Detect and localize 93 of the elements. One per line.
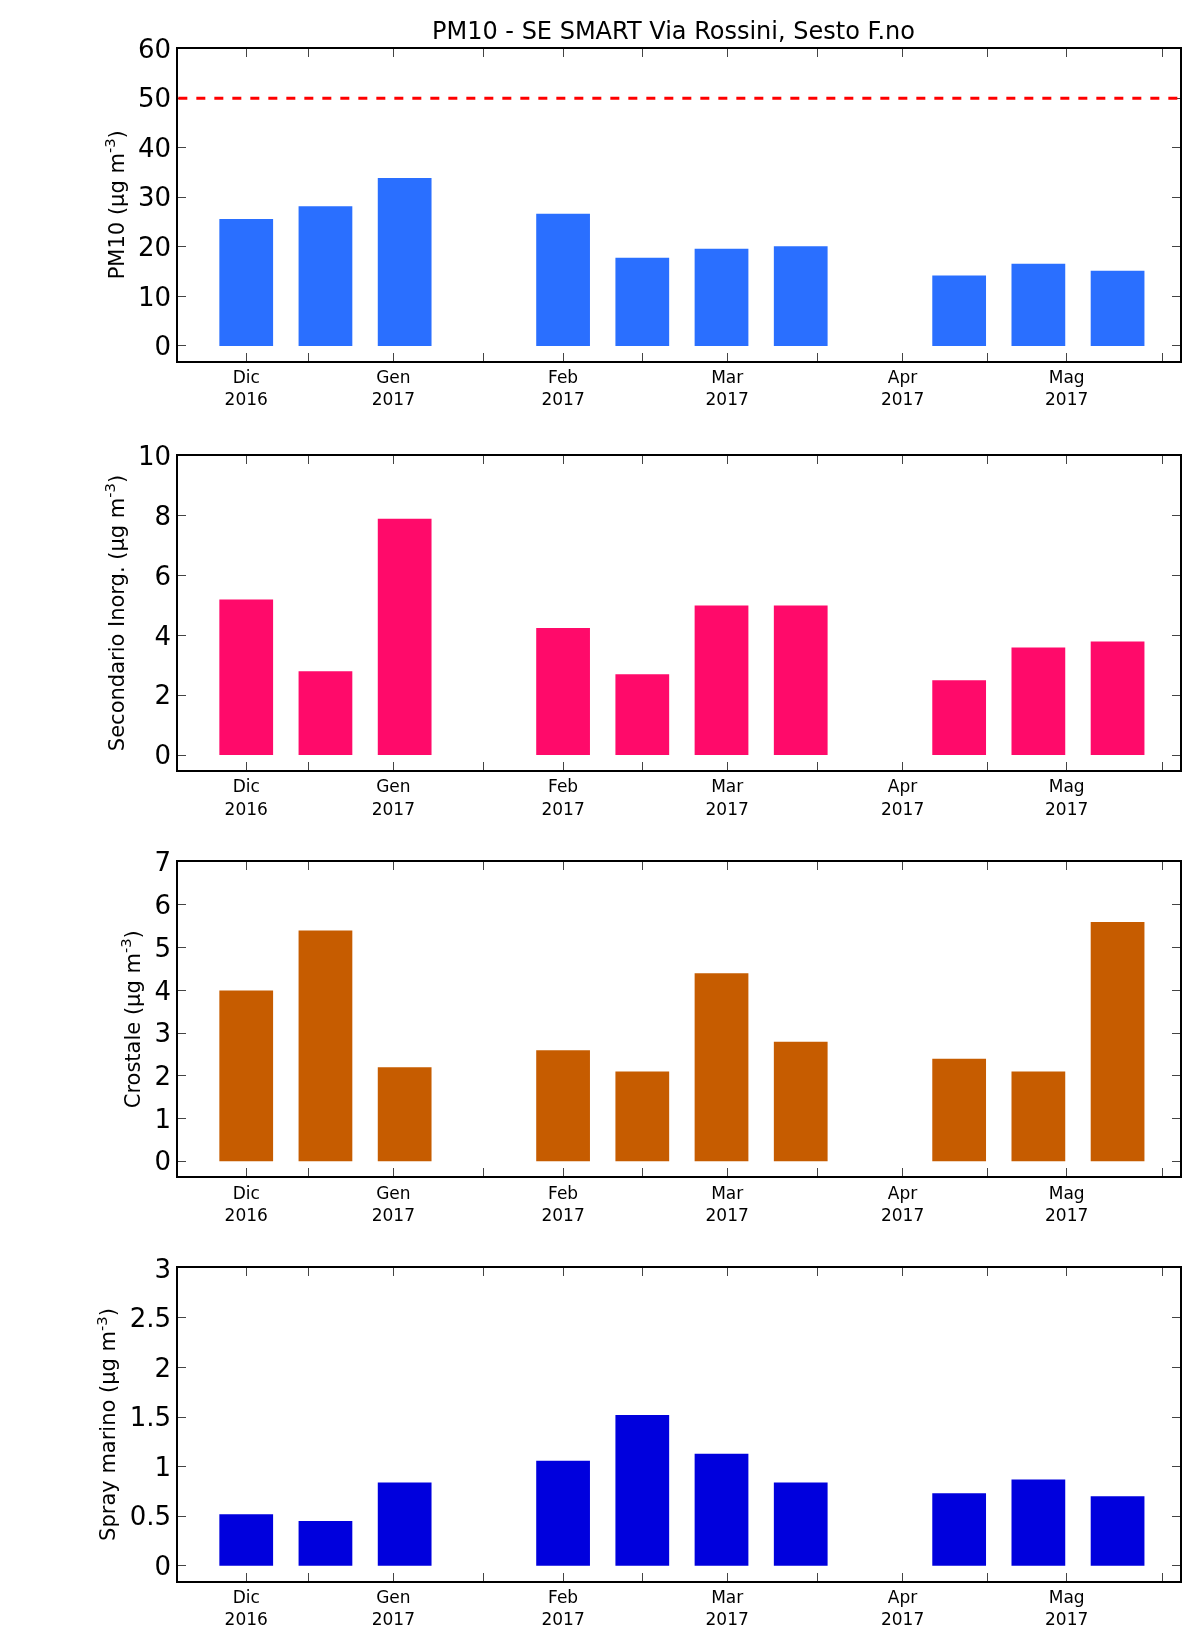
y-tick-label: 6 [154, 890, 172, 921]
y-tick-label: 2 [154, 1060, 172, 1091]
x-tick-label: Apr 2017 [880, 367, 925, 410]
x-tick-label: Apr 2017 [880, 1182, 925, 1225]
bar [694, 1453, 749, 1566]
x-tick-label: Feb 2017 [541, 776, 585, 819]
bar [377, 1482, 432, 1566]
bar [773, 1482, 828, 1566]
bar [298, 1521, 353, 1566]
bar [932, 275, 987, 346]
y-tick-label: 10 [138, 281, 172, 312]
x-tick-label: Mag 2017 [1045, 776, 1089, 819]
x-tick-label: Feb 2017 [541, 1182, 585, 1225]
y-tick-label: 6 [154, 560, 172, 591]
x-tick-label: Feb 2017 [541, 1586, 585, 1630]
bar [932, 1493, 987, 1566]
bar [1090, 641, 1145, 756]
y-tick-label: 2 [154, 1352, 172, 1383]
bar [377, 178, 432, 346]
bar [377, 1067, 432, 1162]
bar [536, 1050, 590, 1162]
bar [219, 599, 274, 756]
bar [536, 213, 590, 346]
y-tick-label: 10 [138, 441, 172, 472]
bar [298, 930, 353, 1162]
bar [219, 990, 274, 1162]
x-tick-label: Gen 2017 [371, 1586, 415, 1630]
y-tick-label: 4 [154, 620, 172, 651]
y-tick-label: 0 [154, 1550, 172, 1581]
y-tick-label: 2 [154, 680, 172, 711]
bar [536, 1460, 590, 1566]
bar [219, 1514, 274, 1566]
bar [1011, 1479, 1066, 1566]
bar [615, 257, 670, 346]
bar [1090, 1496, 1145, 1566]
bar [377, 518, 432, 756]
y-tick-label: 1 [154, 1103, 172, 1134]
bar [1011, 647, 1066, 756]
bar [1011, 263, 1066, 346]
bar [219, 219, 274, 346]
x-tick-label: Mar 2017 [705, 1182, 749, 1225]
x-tick-label: Dic 2016 [224, 1586, 268, 1630]
bar [1011, 1071, 1066, 1162]
y-tick-label: 8 [154, 500, 172, 531]
x-tick-label: Dic 2016 [224, 1182, 268, 1225]
y-tick-label: 7 [154, 847, 172, 878]
y-tick-label: 0 [154, 1146, 172, 1177]
x-tick-label: Mag 2017 [1045, 1586, 1089, 1630]
x-tick-label: Apr 2017 [880, 776, 925, 819]
y-tick-label: 0 [154, 331, 172, 362]
y-tick-label: 20 [138, 231, 172, 262]
bar [615, 674, 670, 756]
y-tick-label: 30 [138, 182, 172, 213]
y-tick-label: 3 [154, 1018, 172, 1049]
x-tick-label: Mar 2017 [705, 367, 749, 410]
y-tick-label: 5 [154, 932, 172, 963]
y-tick-label: 1.5 [129, 1402, 172, 1433]
x-tick-label: Mar 2017 [705, 776, 749, 819]
bar [932, 680, 987, 756]
x-tick-label: Gen 2017 [371, 1182, 415, 1225]
y-tick-label: 0 [154, 740, 172, 771]
y-tick-label: 0.5 [129, 1501, 172, 1532]
bar [615, 1071, 670, 1162]
x-tick-label: Feb 2017 [541, 367, 585, 410]
x-tick-label: Dic 2016 [224, 367, 268, 410]
bar [615, 1415, 670, 1566]
bar [1090, 922, 1145, 1162]
y-tick-label: 50 [138, 83, 172, 114]
y-tick-label: 40 [138, 132, 172, 163]
y-tick-label: 60 [138, 33, 172, 64]
x-tick-label: Dic 2016 [224, 776, 268, 819]
x-tick-label: Mar 2017 [705, 1586, 749, 1630]
y-tick-label: 3 [154, 1253, 172, 1284]
x-tick-label: Gen 2017 [371, 776, 415, 819]
bar [694, 605, 749, 756]
x-tick-label: Mag 2017 [1045, 1182, 1089, 1225]
bar [298, 206, 353, 346]
y-tick-label: 4 [154, 975, 172, 1006]
chart-title: PM10 - SE SMART Via Rossini, Sesto F.no [432, 17, 915, 45]
bar [932, 1058, 987, 1162]
bar [298, 671, 353, 756]
bar [694, 248, 749, 346]
bar [694, 973, 749, 1162]
x-tick-label: Apr 2017 [880, 1586, 925, 1630]
bar [773, 1041, 828, 1162]
y-tick-label: 1 [154, 1451, 172, 1482]
bar [1090, 270, 1145, 346]
bar [773, 246, 828, 346]
y-tick-label: 2.5 [129, 1303, 172, 1334]
x-tick-label: Mag 2017 [1045, 367, 1089, 410]
bar [536, 627, 590, 756]
bar [773, 605, 828, 756]
x-tick-label: Gen 2017 [371, 367, 415, 410]
